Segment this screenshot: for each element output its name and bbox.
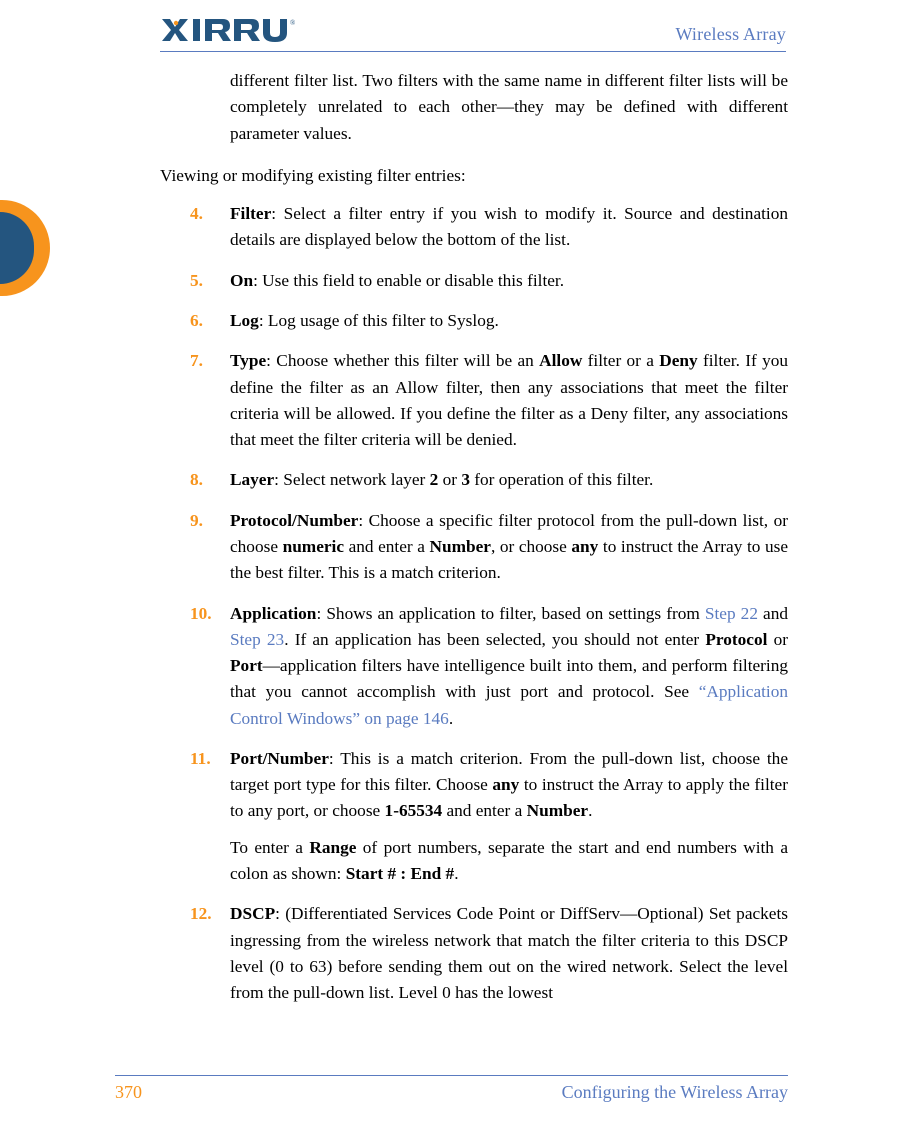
step-10: 10. Application: Shows an application to… xyxy=(190,601,788,732)
step-number: 12. xyxy=(190,901,222,927)
page-header: Wireless Array xyxy=(160,18,786,52)
step-term: Layer xyxy=(230,470,274,489)
doc-title: Wireless Array xyxy=(675,24,786,45)
page-number: 370 xyxy=(115,1082,142,1103)
page: ® Wireless Array different filter list. … xyxy=(0,0,901,1137)
step-5: 5. On: Use this field to enable or disab… xyxy=(190,268,788,294)
step-term: Filter xyxy=(230,204,271,223)
step-term: DSCP xyxy=(230,904,275,923)
step-body: : (Differentiated Services Code Point or… xyxy=(230,904,788,1002)
step-number: 9. xyxy=(190,508,222,534)
step-11: 11. Port/Number: This is a match criteri… xyxy=(190,746,788,887)
step-number: 6. xyxy=(190,308,222,334)
step-number: 8. xyxy=(190,467,222,493)
step-number: 11. xyxy=(190,746,222,772)
step-4: 4. Filter: Select a filter entry if you … xyxy=(190,201,788,254)
body-content: different filter list. Two filters with … xyxy=(160,68,788,1057)
step-number: 10. xyxy=(190,601,222,627)
step-body: : Log usage of this filter to Syslog. xyxy=(259,311,499,330)
step-number: 7. xyxy=(190,348,222,374)
section-heading: Viewing or modifying existing filter ent… xyxy=(160,163,788,189)
link-step-22[interactable]: Step 22 xyxy=(705,604,758,623)
continuation-paragraph: different filter list. Two filters with … xyxy=(230,68,788,147)
step-8: 8. Layer: Select network layer 2 or 3 fo… xyxy=(190,467,788,493)
step-12: 12. DSCP: (Differentiated Services Code … xyxy=(190,901,788,1006)
step-number: 5. xyxy=(190,268,222,294)
step-term: Application xyxy=(230,604,316,623)
step-number: 4. xyxy=(190,201,222,227)
step-7: 7. Type: Choose whether this filter will… xyxy=(190,348,788,453)
step-11-followup: To enter a Range of port numbers, separa… xyxy=(230,835,788,888)
page-footer: 370 Configuring the Wireless Array xyxy=(115,1075,788,1103)
step-body: : Use this field to enable or disable th… xyxy=(253,271,564,290)
step-term: Protocol/Number xyxy=(230,511,358,530)
footer-section-title: Configuring the Wireless Array xyxy=(562,1082,788,1103)
link-step-23[interactable]: Step 23 xyxy=(230,630,284,649)
step-body: : Select a filter entry if you wish to m… xyxy=(230,204,788,249)
step-9: 9. Protocol/Number: Choose a specific fi… xyxy=(190,508,788,587)
step-6: 6. Log: Log usage of this filter to Sysl… xyxy=(190,308,788,334)
step-term: Port/Number xyxy=(230,749,329,768)
step-term: On xyxy=(230,271,253,290)
side-tab xyxy=(0,200,50,296)
step-term: Type xyxy=(230,351,266,370)
step-list: 4. Filter: Select a filter entry if you … xyxy=(190,201,788,1006)
step-term: Log xyxy=(230,311,259,330)
